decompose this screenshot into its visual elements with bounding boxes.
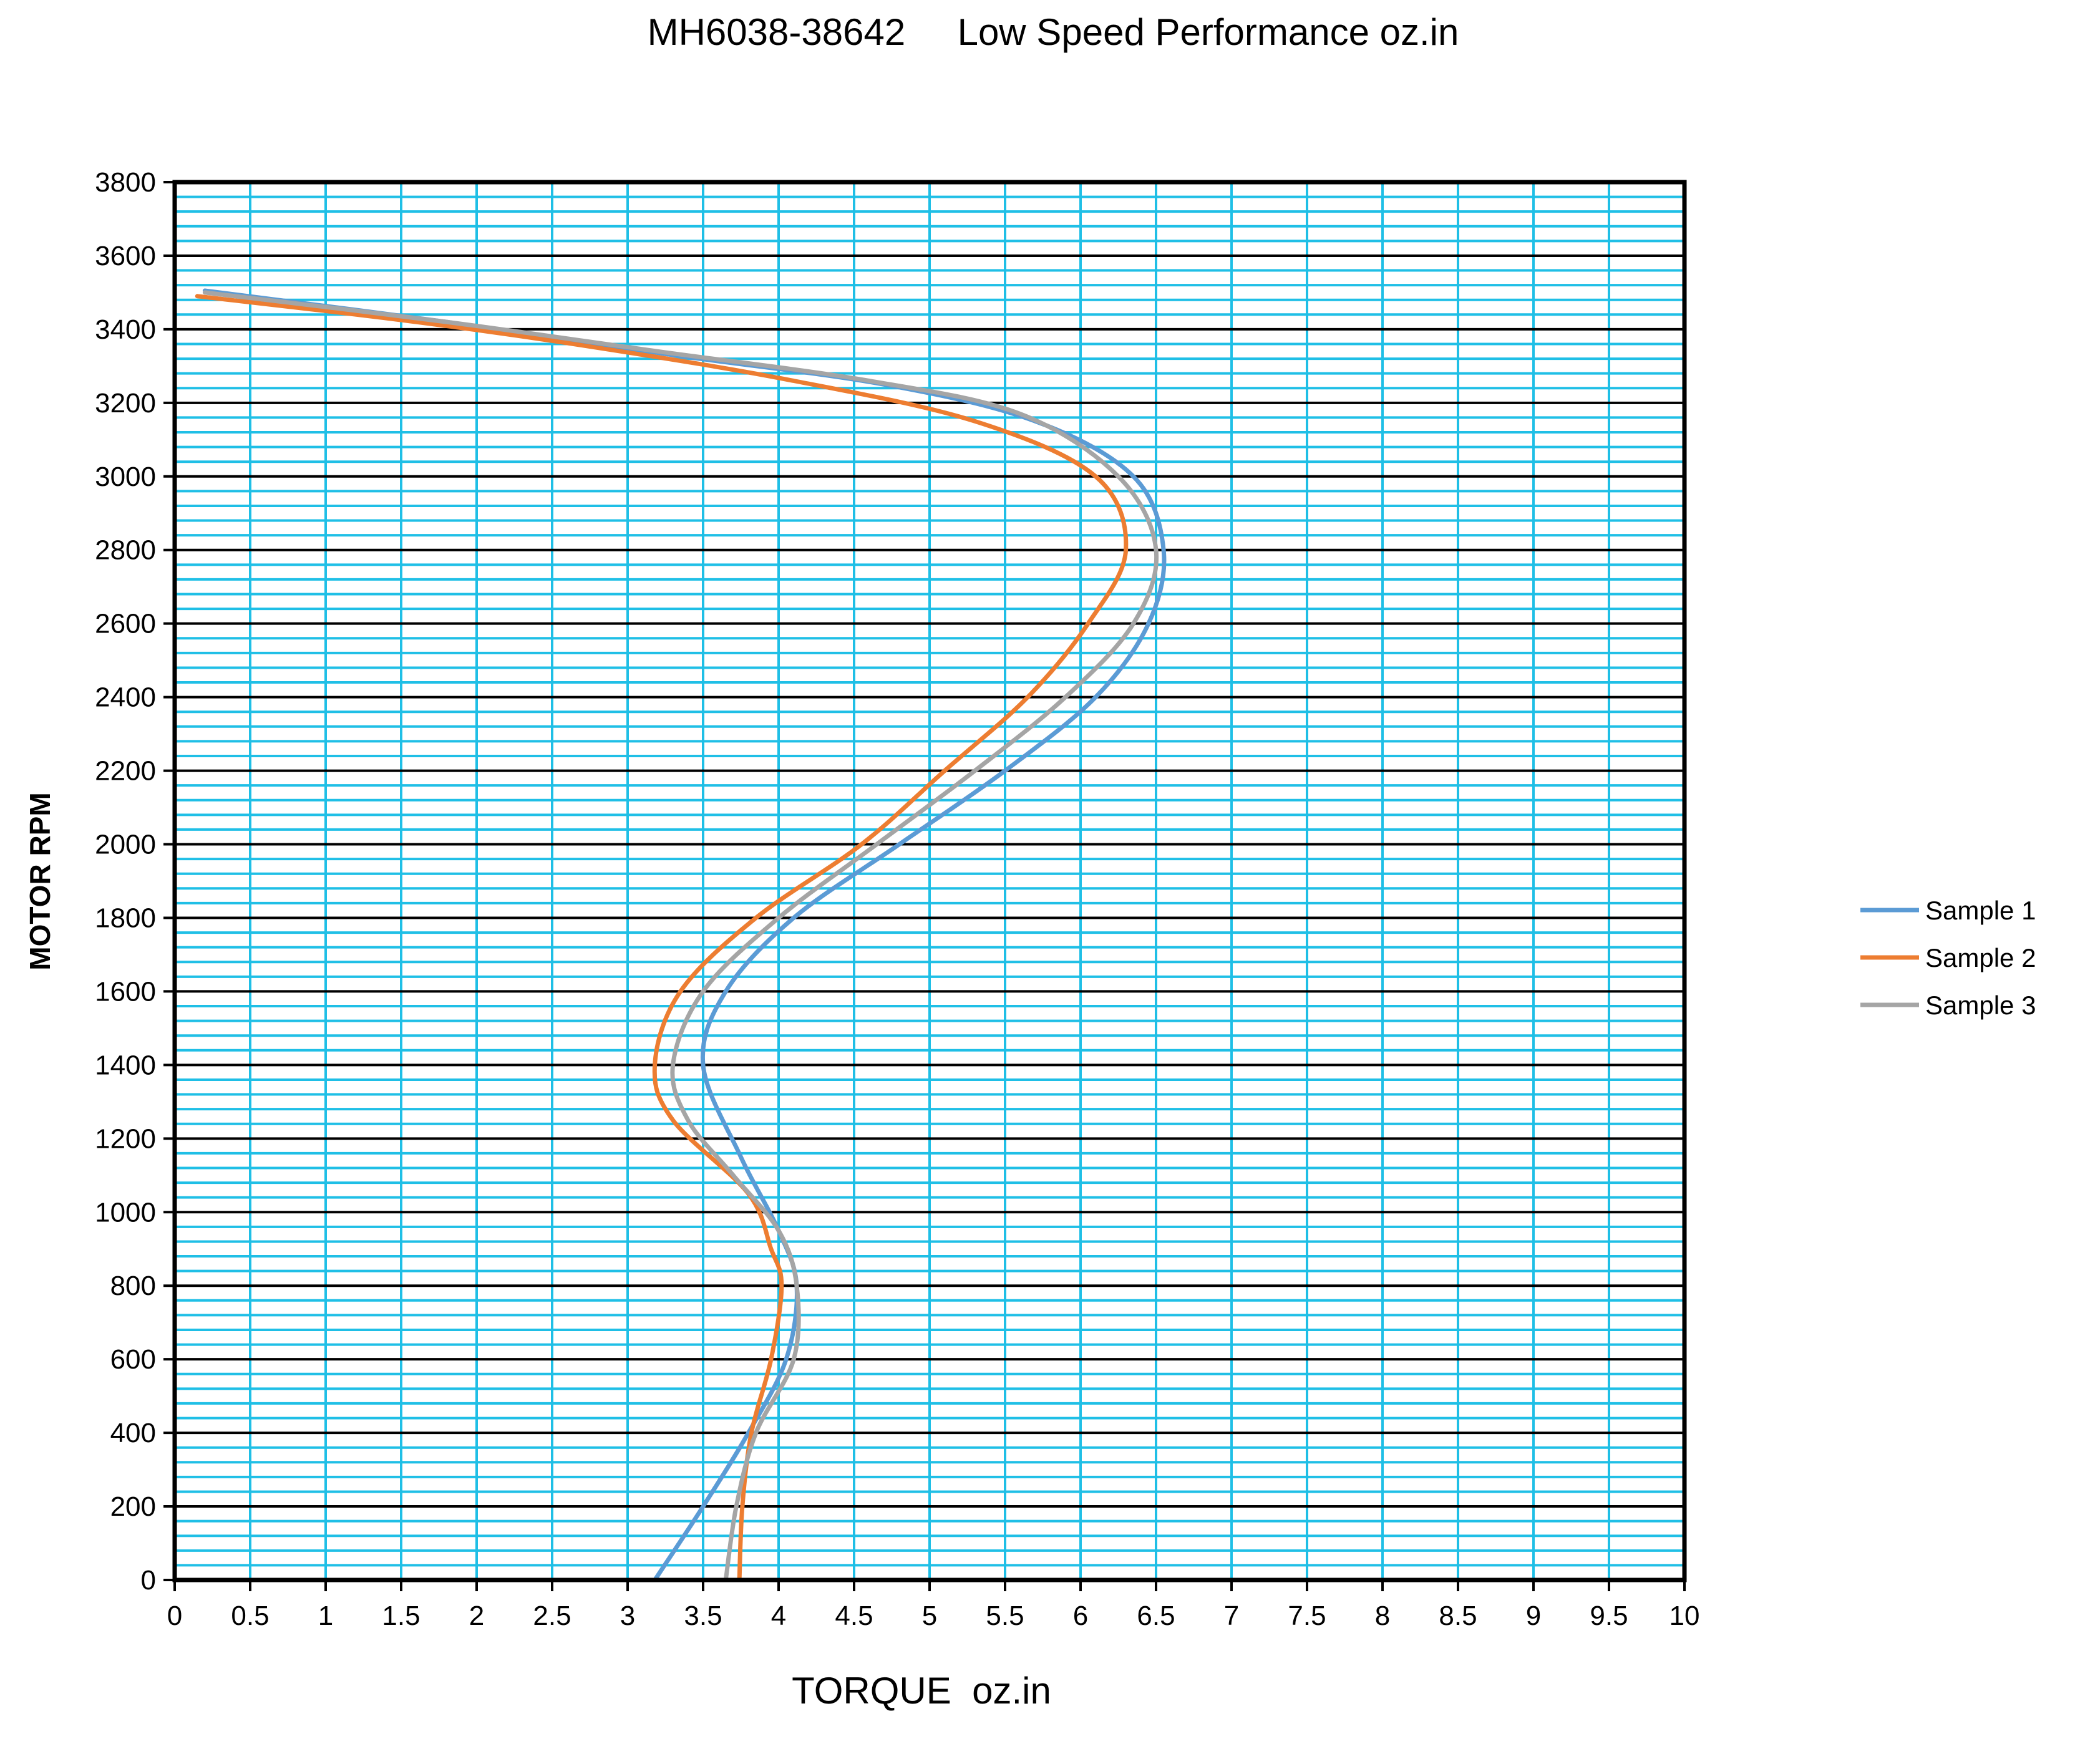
x-tick-label: 4 [771, 1601, 786, 1631]
minor-gridlines [173, 182, 1686, 1580]
x-tick-label: 9 [1526, 1601, 1541, 1631]
y-tick-label: 1600 [95, 976, 156, 1007]
y-tick-label: 3600 [95, 241, 156, 271]
x-axis-ticks: 0 0.5 1 1.5 2 2.5 3 3.5 4 4.5 5 5.5 6 6.5 7 7.5 8 8.5 9 9.5… [167, 1580, 1700, 1631]
y-tick-label: 2400 [95, 682, 156, 713]
y-tick-label: 1800 [95, 903, 156, 933]
x-tick-label: 8 [1375, 1601, 1390, 1631]
x-tick-label: 1 [318, 1601, 333, 1631]
x-tick-label: 9.5 [1590, 1601, 1628, 1631]
series-line-sample-2 [195, 294, 1129, 1582]
x-tick-label: 2.5 [533, 1601, 571, 1631]
y-tick-label: 1000 [95, 1197, 156, 1228]
x-tick-label: 3.5 [684, 1601, 722, 1631]
x-tick-label: 5.5 [986, 1601, 1024, 1631]
legend-label-sample-3: Sample 3 [1925, 991, 2036, 1020]
x-tick-label: 0 [167, 1601, 182, 1631]
x-tick-label: 6 [1073, 1601, 1088, 1631]
y-tick-label: 800 [110, 1271, 156, 1301]
chart-legend: Sample 1 Sample 2 Sample 3 [1860, 896, 2036, 1020]
y-tick-label: 2800 [95, 535, 156, 566]
y-tick-label: 3400 [95, 314, 156, 345]
major-gridlines [175, 181, 1684, 1581]
y-tick-label: 600 [110, 1344, 156, 1375]
y-tick-label: 3200 [95, 388, 156, 419]
x-tick-label: 0.5 [231, 1601, 269, 1631]
y-tick-label: 1200 [95, 1123, 156, 1154]
chart-title: MH6038-38642 Low Speed Performance oz.in [648, 11, 1459, 53]
y-tick-label: 1400 [95, 1050, 156, 1080]
x-tick-label: 7 [1224, 1601, 1239, 1631]
x-tick-label: 6.5 [1137, 1601, 1175, 1631]
y-axis-label: MOTOR RPM [24, 792, 56, 970]
y-tick-label: 2200 [95, 756, 156, 787]
y-tick-label: 3800 [95, 167, 156, 198]
x-tick-label: 8.5 [1439, 1601, 1477, 1631]
x-tick-label: 3 [620, 1601, 635, 1631]
x-tick-label: 10 [1669, 1601, 1700, 1631]
y-tick-label: 0 [141, 1565, 156, 1596]
y-tick-label: 2600 [95, 609, 156, 639]
y-tick-label: 3000 [95, 462, 156, 492]
x-axis-label: TORQUE oz.in [792, 1670, 1051, 1712]
y-tick-label: 2000 [95, 830, 156, 860]
legend-label-sample-1: Sample 1 [1925, 896, 2036, 925]
y-axis-ticks: 0 200 400 600 800 1000 1200 1400 1600 1800 2000 220… [95, 167, 175, 1596]
x-tick-label: 1.5 [382, 1601, 420, 1631]
legend-label-sample-2: Sample 2 [1925, 943, 2036, 972]
y-tick-label: 400 [110, 1418, 156, 1448]
x-tick-label: 2 [469, 1601, 484, 1631]
series-line-sample-3 [202, 290, 1159, 1582]
x-tick-label: 7.5 [1288, 1601, 1326, 1631]
x-tick-label: 5 [922, 1601, 937, 1631]
x-tick-label: 4.5 [835, 1601, 873, 1631]
y-tick-label: 200 [110, 1491, 156, 1522]
data-series [195, 288, 1167, 1582]
